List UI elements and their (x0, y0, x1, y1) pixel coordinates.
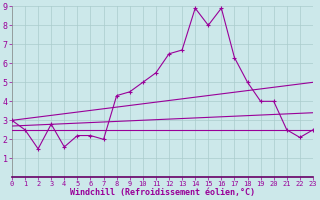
X-axis label: Windchill (Refroidissement éolien,°C): Windchill (Refroidissement éolien,°C) (70, 188, 255, 197)
